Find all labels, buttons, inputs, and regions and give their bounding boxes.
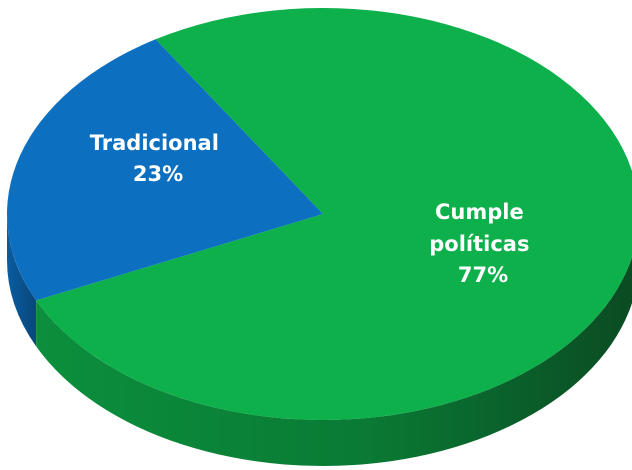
label-tradicional-name: Tradicional — [90, 131, 219, 155]
label-cumple-politicas-line2: políticas — [429, 232, 529, 256]
slice-side-cumple-politicas — [36, 256, 632, 466]
label-tradicional-percent: 23% — [133, 162, 183, 186]
label-cumple-politicas-percent: 77% — [458, 263, 508, 287]
label-cumple-politicas: Cumple políticas 77% — [429, 200, 537, 287]
slice-side-tradicional — [7, 214, 37, 347]
slice-cumple-politicas — [36, 8, 632, 420]
label-tradicional: Tradicional 23% — [90, 131, 226, 186]
slice-tradicional — [6, 39, 323, 301]
label-cumple-politicas-line1: Cumple — [435, 200, 524, 224]
